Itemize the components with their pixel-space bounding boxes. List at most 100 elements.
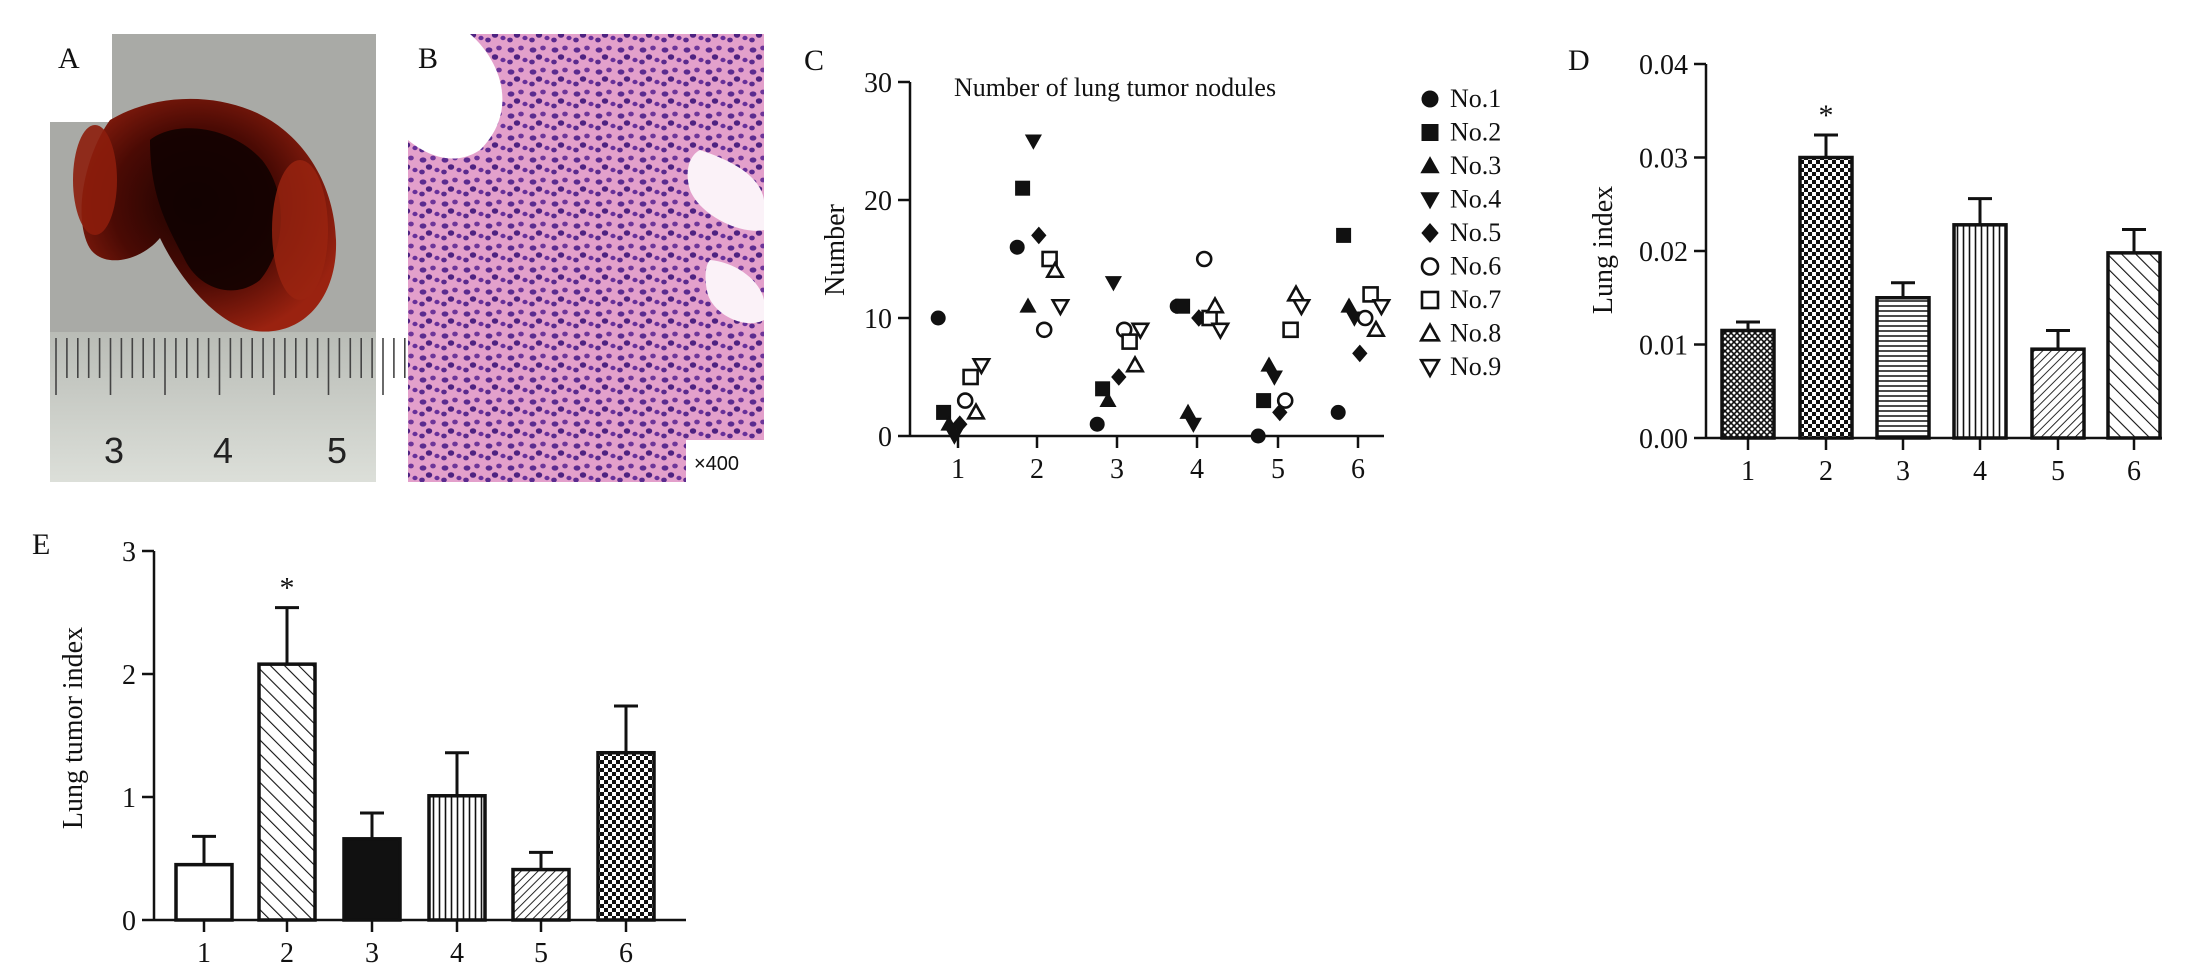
scatter-point-no6: [1356, 309, 1374, 327]
scatter-point-no6: [1276, 392, 1294, 409]
chart-c-title: Number of lung tumor nodules: [954, 73, 1276, 102]
scatter-point-no8: [1205, 295, 1225, 314]
lung-photo-corner: [50, 34, 112, 122]
legend-marker: [1421, 223, 1439, 243]
scatter-point-no4: [945, 429, 963, 445]
chart-d-y-tick-label: 0.03: [1639, 144, 1688, 175]
chart-d-x-tick-label: 4: [1973, 456, 1987, 487]
scatter-point-no5: [952, 415, 968, 434]
chart-e-y-tick-label: 3: [122, 537, 136, 568]
chart-d-y-ticks: 0.00 0.01 0.02 0.03 0.04: [1639, 50, 1706, 455]
legend-label: No.6: [1450, 252, 1501, 281]
scatter-point-no4: [1265, 370, 1283, 386]
bar-5: [2030, 347, 2086, 440]
chart-c-x-tick-label: 5: [1271, 454, 1285, 485]
scatter-point-no7: [1121, 333, 1138, 350]
chart-c-x-tick-label: 6: [1351, 454, 1365, 485]
scatter-point-no3: [1019, 297, 1037, 313]
legend-label: No.1: [1450, 84, 1501, 113]
panel-label-e: E: [32, 528, 50, 561]
scatter-point-no1: [1330, 404, 1346, 420]
scatter-point-no2: [1336, 227, 1352, 243]
significance-marker: *: [1819, 99, 1834, 132]
chart-c-y-tick-label: 20: [864, 186, 892, 217]
chart-e-bars: *: [174, 572, 656, 922]
scatter-point-no3: [1260, 356, 1278, 372]
panel-b-corner: [408, 34, 470, 114]
ruler-number-5: 5: [327, 430, 347, 471]
panel-label-c: C: [804, 44, 824, 77]
chart-e-x-tick-label: 2: [280, 938, 294, 969]
scatter-point-no8: [1366, 319, 1386, 338]
panel-a: 3 4 5 A: [50, 34, 406, 482]
chart-c-ylabel: Number: [820, 203, 851, 295]
legend-marker: [1420, 257, 1440, 276]
scatter-point-no9: [1130, 322, 1151, 341]
bar-2: [1798, 155, 1854, 440]
scatter-point-no5: [1031, 226, 1047, 245]
scatter-point-no2: [1095, 381, 1111, 397]
chart-e-x-tick-label: 1: [197, 938, 211, 969]
he-lumen-2: [687, 150, 764, 231]
legend-marker: [1421, 90, 1439, 108]
chart-e-x-ticks: 1 2 3 4 5 6: [197, 920, 633, 969]
legend-label: No.2: [1450, 118, 1501, 147]
chart-c-x-ticks: 1 2 3 4 5 6: [951, 436, 1365, 485]
scatter-point-no7: [1041, 250, 1058, 268]
chart-e-x-tick-label: 3: [365, 938, 379, 969]
scatter-point-no4: [1024, 134, 1042, 150]
chart-d-x-tick-label: 3: [1896, 456, 1910, 487]
chart-c-y-tick-label: 30: [864, 68, 892, 99]
chart-d-y-tick-label: 0.01: [1639, 331, 1688, 362]
scatter-point-no8: [1125, 354, 1145, 373]
bar-3: [1875, 296, 1931, 440]
scatter-point-no6: [956, 392, 974, 409]
chart-c-x-tick-label: 4: [1190, 454, 1204, 485]
scatter-point-no2: [1175, 298, 1191, 314]
scatter-point-no5: [1111, 368, 1127, 386]
panel-label-d: D: [1568, 44, 1590, 77]
scatter-point-no3: [1099, 391, 1117, 408]
scatter-point-no3: [1179, 403, 1197, 419]
chart-d-x-tick-label: 6: [2127, 456, 2141, 487]
legend-label: No.4: [1450, 185, 1501, 214]
chart-e-x-tick-label: 6: [619, 938, 633, 969]
chart-c-x-tick-label: 2: [1030, 454, 1044, 485]
scatter-point-no8: [1045, 260, 1065, 279]
chart-e-y-tick-label: 2: [122, 660, 136, 691]
scatter-point-no4: [1104, 276, 1122, 292]
chart-c-y-ticks: 0 10 20 30: [864, 68, 910, 453]
legend-marker: [1420, 192, 1440, 210]
chart-c-x-tick-label: 1: [951, 454, 965, 485]
chart-e-y-tick-label: 0: [122, 906, 136, 937]
scatter-point-no1: [1009, 239, 1025, 255]
legend-marker: [1418, 322, 1442, 342]
panel-d: D Lung index 0.00 0.01 0.02 0.03 0.04 1 2 3 4 5 6…: [1568, 44, 2162, 487]
scatter-point-no1: [930, 310, 946, 326]
chart-d-ylabel: Lung index: [1588, 186, 1619, 314]
scatter-point-no6: [1035, 321, 1053, 339]
legend-marker: [1418, 358, 1442, 379]
chart-d-x-tick-label: 2: [1819, 456, 1833, 487]
scatter-point-no9: [1050, 298, 1071, 317]
chart-e-x-tick-label: 4: [450, 938, 464, 969]
scatter-point-no6: [1195, 250, 1213, 268]
bar-1: [174, 862, 234, 922]
bar-4: [427, 794, 487, 922]
legend-label: No.5: [1450, 218, 1501, 247]
scatter-point-no9: [1210, 322, 1231, 341]
scatter-point-no9: [971, 357, 992, 376]
scatter-point-no2: [1015, 180, 1031, 196]
chart-c-points: [930, 134, 1392, 445]
ruler-number-4: 4: [213, 430, 233, 471]
scatter-point-no7: [1362, 286, 1379, 303]
chart-d-y-tick-label: 0.02: [1639, 237, 1688, 268]
bar-2: [257, 662, 317, 922]
chart-e-y-ticks: 0 1 2 3: [122, 537, 154, 937]
scatter-point-no1: [1089, 416, 1105, 432]
bar-1: [1720, 328, 1776, 440]
chart-d-x-ticks: 1 2 3 4 5 6: [1741, 438, 2141, 487]
scatter-point-no2: [1256, 393, 1272, 409]
scatter-point-no8: [966, 402, 986, 420]
